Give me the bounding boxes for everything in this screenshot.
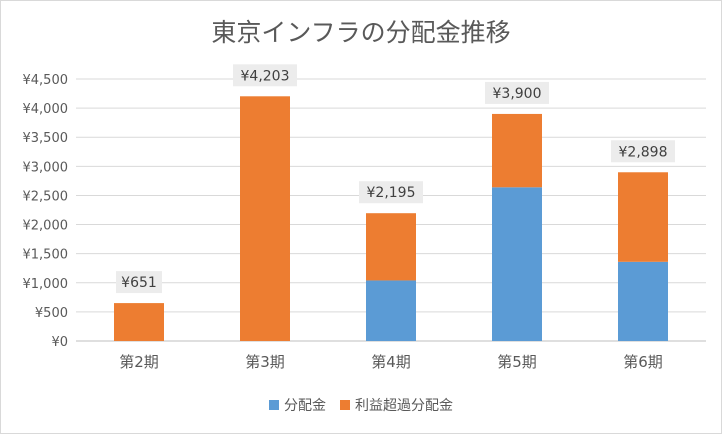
legend-label-distribution: 分配金	[284, 398, 326, 414]
data-label-box	[611, 140, 675, 163]
data-label: ¥4,203	[241, 68, 290, 84]
y-tick-label: ¥1,500	[23, 248, 69, 263]
bar-excess-distribution	[492, 113, 542, 188]
data-label-box	[116, 271, 162, 294]
data-label: ¥2,195	[367, 185, 416, 201]
x-tick-label: 第5期	[497, 353, 537, 371]
chart-title: 東京インフラの分配金推移	[211, 18, 511, 47]
data-label: ¥3,900	[493, 86, 542, 102]
legend-label-excess-distribution: 利益超過分配金	[355, 398, 453, 414]
x-tick-label: 第2期	[119, 353, 159, 371]
legend-swatch-excess-distribution	[340, 400, 350, 410]
legend: 分配金 利益超過分配金	[1, 395, 721, 415]
y-tick-label: ¥2,000	[23, 219, 69, 234]
bar-excess-distribution	[366, 213, 416, 281]
bar-distribution	[618, 261, 668, 341]
bar-distribution	[366, 280, 416, 341]
data-label-box	[233, 64, 297, 87]
y-tick-label: ¥1,000	[23, 277, 69, 292]
y-tick-label: ¥2,500	[23, 189, 69, 204]
data-label: ¥2,898	[619, 144, 668, 160]
y-tick-label: ¥4,000	[23, 102, 69, 117]
x-tick-label: 第6期	[623, 353, 663, 371]
y-tick-label: ¥3,500	[23, 131, 69, 146]
x-tick-label: 第4期	[371, 353, 411, 371]
bar-distribution	[492, 187, 542, 341]
data-label-box	[359, 181, 423, 204]
y-tick-label: ¥500	[35, 306, 68, 321]
bar-excess-distribution	[114, 303, 164, 341]
legend-swatch-distribution	[269, 400, 279, 410]
y-tick-label: ¥4,500	[23, 73, 69, 88]
bar-excess-distribution	[240, 96, 290, 342]
y-tick-label: ¥0	[51, 335, 68, 350]
bar-excess-distribution	[618, 172, 668, 262]
y-tick-label: ¥3,000	[23, 160, 69, 175]
data-label: ¥651	[121, 275, 157, 291]
legend-item-distribution: 分配金	[269, 395, 326, 415]
x-tick-label: 第3期	[245, 353, 285, 371]
legend-item-excess-distribution: 利益超過分配金	[340, 395, 453, 415]
data-label-box	[485, 81, 549, 104]
